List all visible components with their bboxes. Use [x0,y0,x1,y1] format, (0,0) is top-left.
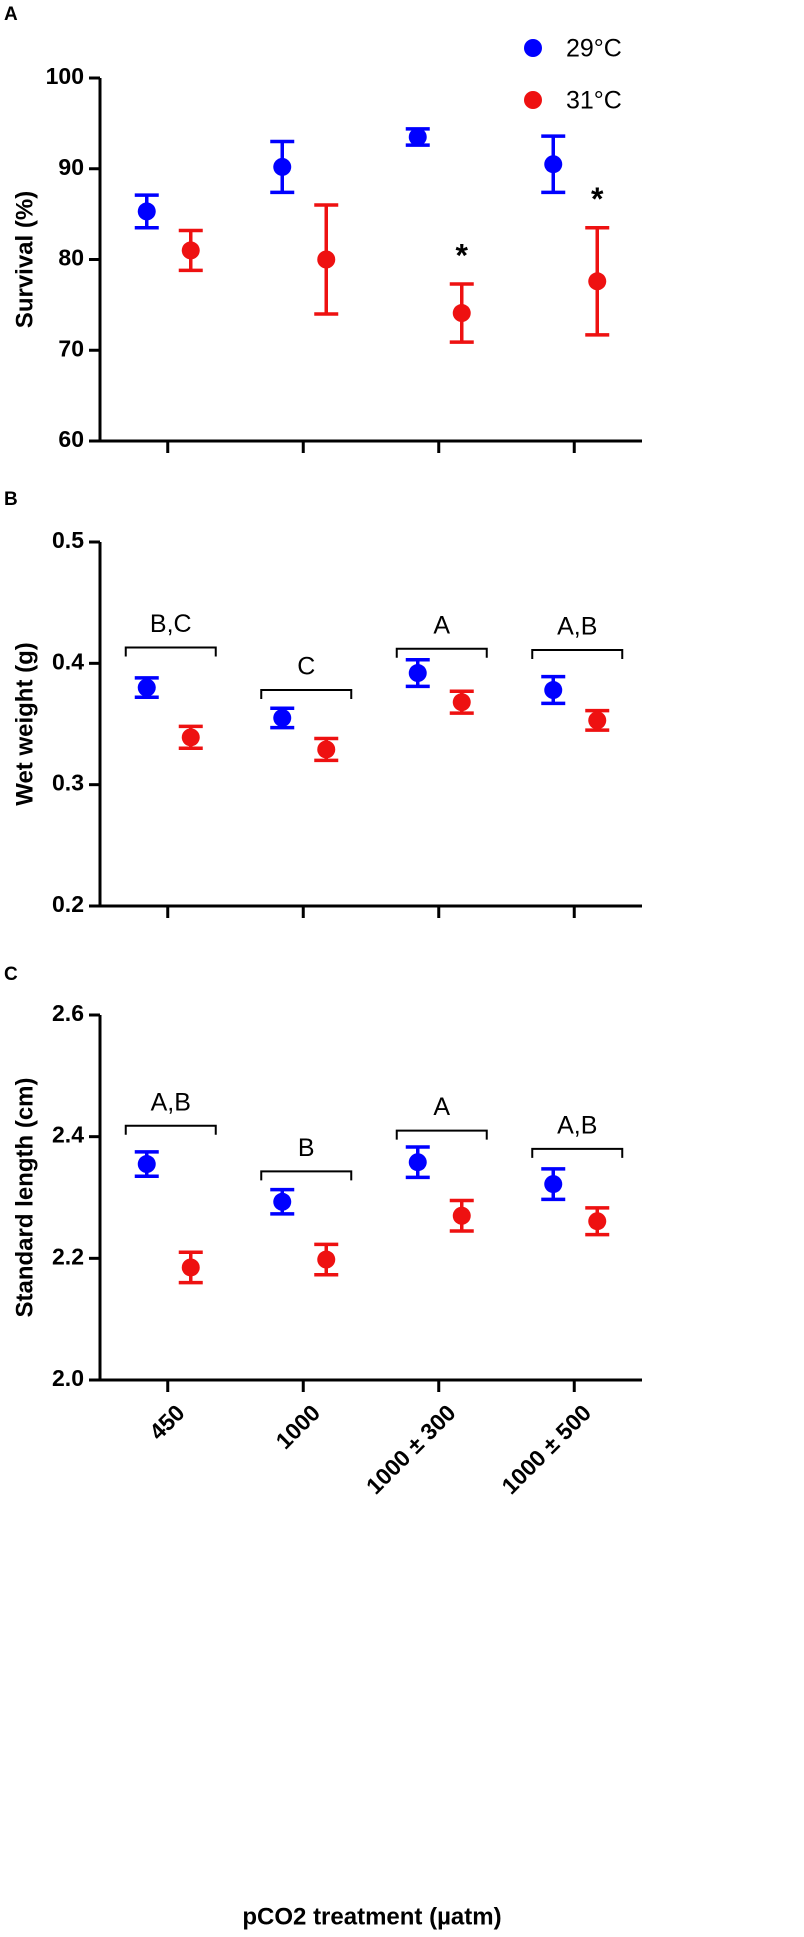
y-tick-label: 2.2 [52,1243,84,1269]
y-tick-label: 100 [46,63,84,89]
point [137,678,156,697]
y-tick-label: 2.4 [52,1122,84,1148]
bracket [531,648,624,659]
bracket [395,1129,488,1140]
y-tick-label: 0.5 [52,527,84,553]
panel-label: A [4,4,18,25]
significance: * [456,237,469,273]
point [137,202,156,221]
point [452,304,471,323]
significance: * [591,181,604,217]
point [588,272,607,291]
group-label: A [433,1093,450,1121]
point [408,1153,427,1172]
x-tick-label: 1000 ± 300 [361,1399,461,1499]
bracket [260,689,353,700]
y-axis-label: Standard length (cm) [11,1077,38,1317]
point [588,1212,607,1231]
panel-label: C [4,964,18,985]
point [544,155,563,174]
legend-marker [524,39,542,57]
group-label: A,B [557,613,597,641]
point [588,711,607,730]
group-label: A [433,611,450,639]
y-axis-label: Wet weight (g) [11,642,38,806]
y-tick-label: 2.6 [52,1000,84,1026]
bracket [395,647,488,658]
point [317,1250,336,1269]
group-label: B [298,1134,315,1162]
legend-label: 29°C [566,35,622,63]
x-tick-label: 1000 [271,1399,326,1454]
point [317,740,336,759]
point [544,1175,563,1194]
y-tick-label: 60 [58,426,84,452]
point [273,1192,292,1211]
point [408,664,427,683]
bracket [531,1147,624,1158]
panel-label: B [4,489,18,510]
point [544,681,563,700]
bracket [124,646,217,657]
point [181,728,200,747]
y-tick-label: 70 [58,335,84,361]
point [181,241,200,260]
bracket [124,1124,217,1135]
point [452,1206,471,1225]
y-tick-label: 0.4 [52,648,84,674]
group-label: B,C [150,610,192,638]
bracket [260,1170,353,1181]
point [181,1258,200,1277]
point [452,693,471,712]
point [137,1155,156,1174]
y-tick-label: 0.3 [52,770,84,796]
point [408,127,427,146]
group-label: A,B [151,1088,191,1116]
x-tick-label: 1000 ± 500 [496,1399,596,1499]
legend-marker [524,91,542,109]
y-tick-label: 90 [58,154,84,180]
legend-label: 31°C [566,87,622,115]
y-tick-label: 80 [58,245,84,271]
y-axis-label: Survival (%) [11,191,38,328]
point [273,708,292,727]
point [273,157,292,176]
point [317,250,336,269]
group-label: A,B [557,1111,597,1139]
y-tick-label: 0.2 [52,891,84,917]
x-tick-label: 450 [144,1399,190,1445]
group-label: C [297,653,315,681]
y-tick-label: 2.0 [52,1365,84,1391]
x-axis-label: pCO2 treatment (µatm) [242,1903,501,1930]
